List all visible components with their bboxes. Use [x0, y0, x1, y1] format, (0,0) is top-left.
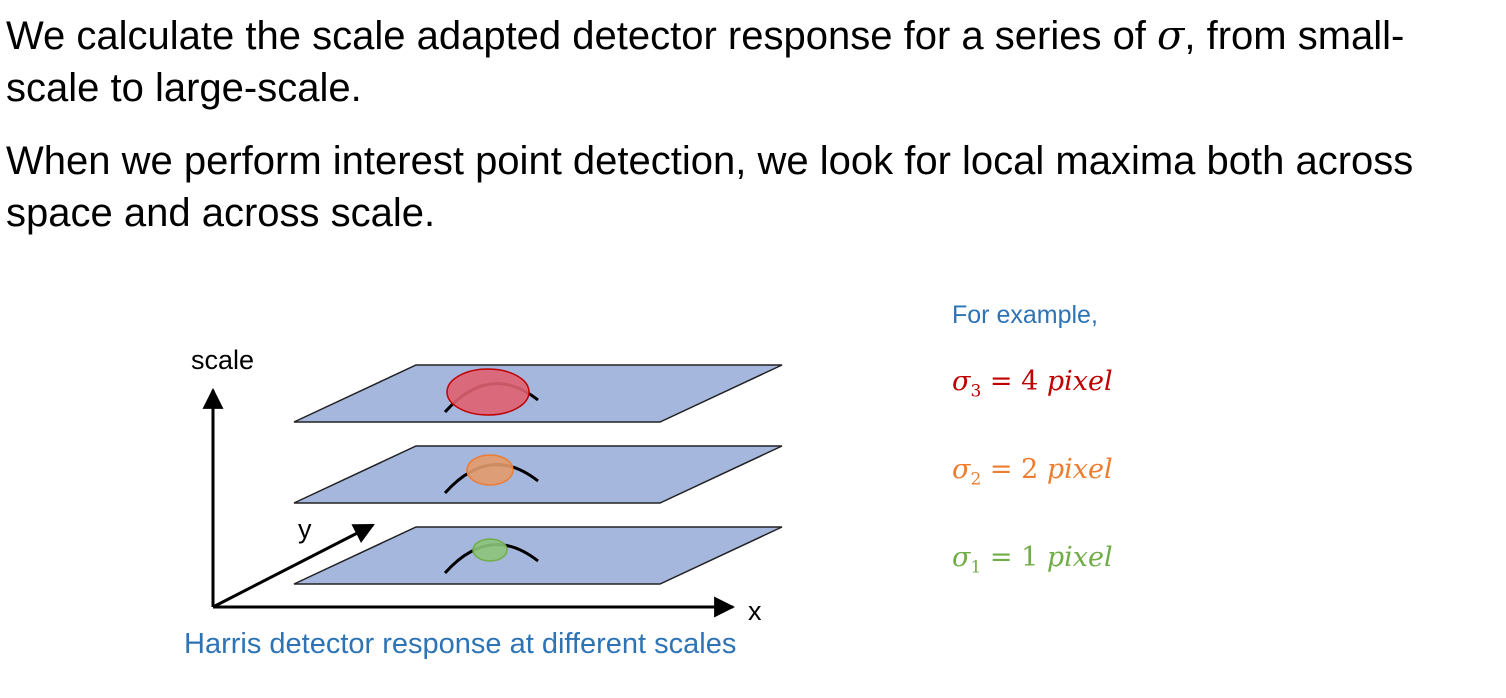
example-label: For example,: [952, 301, 1098, 329]
detection-paragraph: When we perform interest point detection…: [6, 139, 1414, 235]
layer-sigma-2: [293, 445, 783, 504]
diagram-caption: Harris detector response at different sc…: [184, 628, 737, 660]
response-blob-large: [446, 368, 530, 416]
intro-paragraph: We calculate the scale adapted detector …: [6, 10, 1496, 114]
sigma-1-equation: σ1 = 1 pixel: [952, 542, 1113, 578]
sigma-2-equation: σ2 = 2 pixel: [952, 454, 1113, 490]
x-axis-label: x: [748, 596, 762, 626]
layer-sigma-3: [293, 364, 783, 423]
scale-plane-bottom: [293, 526, 783, 585]
y-axis: [212, 523, 375, 609]
scale-plane-top: [293, 364, 783, 423]
intro-text-end: , from small-scale to large-scale.: [6, 14, 1405, 110]
y-axis-label: y: [298, 514, 312, 544]
scale-axis-label: scale: [191, 345, 254, 375]
scale-plane-middle: [293, 445, 783, 504]
intro-text-start: We calculate the scale adapted detector …: [6, 14, 1158, 58]
response-blob-small: [472, 538, 508, 562]
response-blob-medium: [466, 454, 514, 486]
sigma-3-equation: σ3 = 4 pixel: [952, 366, 1113, 402]
layer-sigma-1: [293, 526, 783, 585]
sigma-symbol: σ: [1157, 13, 1185, 59]
